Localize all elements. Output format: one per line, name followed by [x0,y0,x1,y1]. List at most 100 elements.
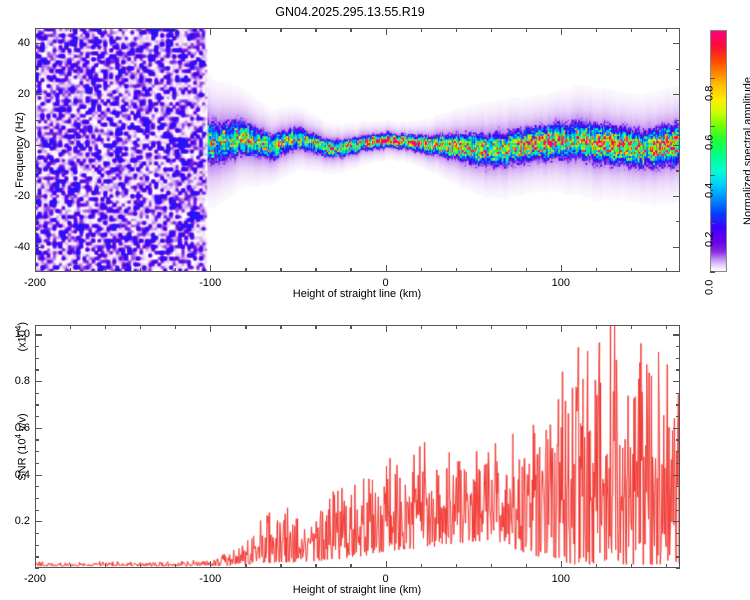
axis-tick-label: -200 [23,277,47,289]
axis-tick-label: 40 [17,37,30,50]
axis-tick [595,28,598,32]
axis-tick [560,325,562,332]
colorbar-tick [710,77,715,79]
snr-canvas [36,326,679,567]
axis-tick-label: 20 [17,88,30,101]
axis-tick [676,119,680,121]
axis-tick [35,119,39,121]
axis-tick [35,28,37,35]
axis-tick [35,486,39,488]
axis-tick [35,497,39,500]
axis-tick [676,346,680,348]
axis-tick [676,509,680,511]
axis-tick [210,265,212,272]
axis-tick [35,221,39,223]
axis-tick [350,28,352,32]
axis-tick [175,28,177,32]
axis-tick [420,28,422,32]
axis-tick [210,28,212,35]
axis-tick [490,28,492,32]
axis-tick [676,68,680,70]
axis-tick [70,564,72,568]
snr-y-axis-label: SNR (104 v/v) [14,413,29,481]
axis-tick [676,357,680,359]
axis-tick-label: 0.6 [14,421,30,434]
axis-tick [673,195,680,197]
axis-tick [595,564,598,568]
axis-tick [560,561,562,568]
colorbar-gradient [710,30,727,272]
axis-tick [35,544,39,546]
axis-tick [673,521,680,523]
axis-tick [105,564,107,568]
axis-tick [35,474,42,476]
axis-tick-label: -100 [199,277,222,289]
axis-tick [35,392,39,394]
axis-tick [35,170,39,172]
axis-tick [525,28,527,32]
axis-tick [385,561,387,568]
axis-tick [490,564,492,568]
axis-tick [673,94,680,96]
axis-tick [676,369,680,371]
axis-tick [140,28,142,32]
colorbar-tick-label: 0.8 [703,86,716,102]
axis-tick [315,268,317,272]
axis-tick-label: -40 [14,240,30,253]
axis-tick [35,265,37,272]
axis-tick [665,28,668,32]
colorbar-tick [710,126,715,128]
axis-tick [35,451,39,453]
axis-tick [35,404,39,406]
axis-tick [673,474,680,476]
axis-tick [490,268,492,272]
axis-tick [525,268,527,272]
axis-tick-label: 0.4 [14,468,30,481]
axis-tick-label: 100 [551,573,570,585]
axis-tick [676,221,680,223]
axis-tick [70,325,72,329]
axis-tick [665,564,668,568]
axis-tick [35,556,39,558]
spectrogram-plot-area [35,28,680,272]
axis-tick [673,246,680,248]
axis-tick [525,325,527,329]
axis-tick [350,564,352,568]
axis-tick [385,28,387,35]
axis-tick [525,564,527,568]
axis-tick [70,28,72,32]
axis-tick [210,561,212,568]
axis-tick [35,416,39,418]
colorbar-tick [710,174,715,176]
axis-tick [665,268,668,272]
axis-tick [35,369,39,371]
axis-tick-label: 0.8 [14,375,30,388]
axis-tick [70,268,72,272]
colorbar-tick [710,271,715,273]
axis-tick-label: 0.2 [14,515,30,528]
axis-tick [105,268,107,272]
axis-tick [105,28,107,32]
axis-tick [676,544,680,546]
axis-tick [673,144,680,147]
axis-tick [595,325,598,329]
axis-tick [630,28,633,32]
axis-tick [35,195,42,197]
colorbar-tick-label: 0.0 [703,279,716,295]
colorbar-title: Normalized spectral amplitude [742,77,750,225]
axis-tick-label: 100 [551,277,570,289]
axis-tick [35,462,39,465]
axis-tick-label: 0 [382,277,389,289]
axis-tick [455,268,457,272]
spectrogram-y-axis-label: Frequency (Hz) [14,112,26,188]
axis-tick [490,325,492,329]
axis-tick [630,268,633,272]
axis-tick [175,268,177,272]
axis-tick [35,357,39,359]
snr-plot-area [35,325,680,568]
axis-tick [280,325,282,329]
axis-tick [35,521,42,523]
axis-tick [105,325,107,329]
axis-tick [35,68,39,70]
axis-tick [35,94,42,96]
